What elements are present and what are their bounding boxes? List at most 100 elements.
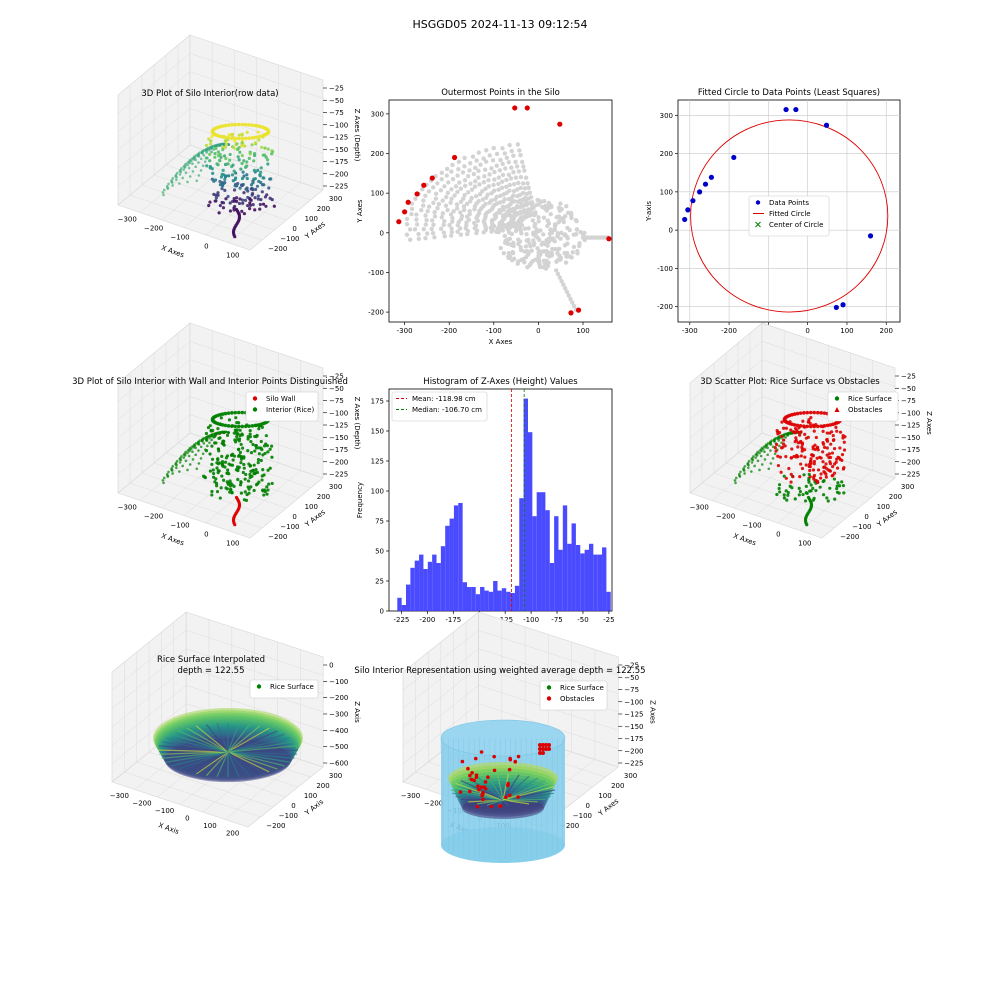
data-point [259,166,263,170]
data-point [191,170,195,173]
data-point [777,486,781,491]
surface-mesh-line [476,775,504,801]
background-point [577,241,582,246]
surface-mesh-line [227,723,240,753]
data-point [252,168,256,172]
data-point [829,442,833,446]
data-point [249,198,253,202]
y-tick-label: −200 [840,533,859,541]
background-point [498,157,503,163]
data-point [219,155,223,160]
obstacle-point [477,787,481,792]
data-point [208,166,212,170]
z-axis-label: Z Axes (Depth) [353,397,361,450]
obstacle-point [474,775,479,780]
background-point [467,168,472,173]
data-point [260,474,264,478]
data-point [254,443,258,448]
surface-mesh-line [195,751,229,775]
data-point [256,461,260,465]
legend-box [748,195,830,237]
data-point [240,133,244,137]
obstacle-point [508,757,513,762]
data-point [825,431,829,435]
data-point [799,439,803,444]
obstacle-point [489,804,494,809]
z-tick-label: −500 [329,743,348,751]
background-point [518,245,523,250]
x-tick-label: −300 [401,792,420,800]
data-point [812,429,816,433]
data-point [253,135,258,140]
data-point [226,136,231,140]
data-point [226,123,231,127]
data-point [229,481,233,485]
data-point [835,466,840,470]
histogram-bar [397,597,402,611]
z-tick-label: −50 [329,385,344,393]
legend-label: Data Points [769,199,809,207]
data-point [207,203,211,208]
background-point [526,196,531,201]
data-point [240,410,245,415]
data-point [206,425,211,430]
background-point [413,196,418,201]
data-point [252,153,257,158]
background-point [407,237,413,242]
background-point [421,198,426,203]
y-tick-label: −100 [279,812,298,820]
data-point [802,411,806,415]
data-point [819,472,823,476]
data-point [252,471,256,476]
data-point [194,442,198,445]
background-point [454,202,460,207]
data-point [220,200,224,205]
z-tick-label: −300 [329,711,348,719]
data-point [236,155,240,159]
histogram-bar [558,549,563,611]
background-point [475,218,481,223]
background-point [513,159,518,165]
background-point [441,222,446,228]
background-point [574,218,579,224]
background-point [532,222,538,227]
background-point [509,165,514,170]
data-point [231,458,235,462]
background-point [461,204,467,209]
surface-mesh-line [227,751,270,773]
background-point [509,148,514,154]
data-point [758,449,762,452]
y-tick-label: 125 [371,458,384,466]
data-point [750,461,754,464]
data-point [225,487,229,491]
data-point [803,432,807,437]
x-tick-label: 100 [226,252,239,260]
data-point [809,483,813,487]
data-point [763,450,766,453]
data-point [809,416,813,420]
surface-mesh-line [186,751,229,773]
data-point [218,203,222,208]
background-point [510,249,515,255]
background-point [449,196,454,201]
y-tick-label: 300 [329,195,342,203]
data-point [250,123,255,127]
data-point [166,186,169,189]
data-point [805,424,810,429]
outermost-point [421,182,427,188]
data-point [246,449,250,453]
panel-outermost-points: -300 -200 -100 0 100 -200 -100 0 100 200 300 Outerm… [356,88,613,346]
background-point [455,223,460,228]
data-point [754,456,758,459]
background-point [484,148,489,153]
background-point [448,212,454,217]
background-point [562,286,568,291]
panel-3d-wall-interior: −300 −200 −100 0 100 X Axes 300 200 100 0 −100 −200… [72,322,361,548]
data-point [266,147,270,151]
data-point [805,491,809,496]
data-point [195,467,199,471]
data-point [795,411,800,416]
background-point [440,211,446,216]
background-point [554,268,559,273]
